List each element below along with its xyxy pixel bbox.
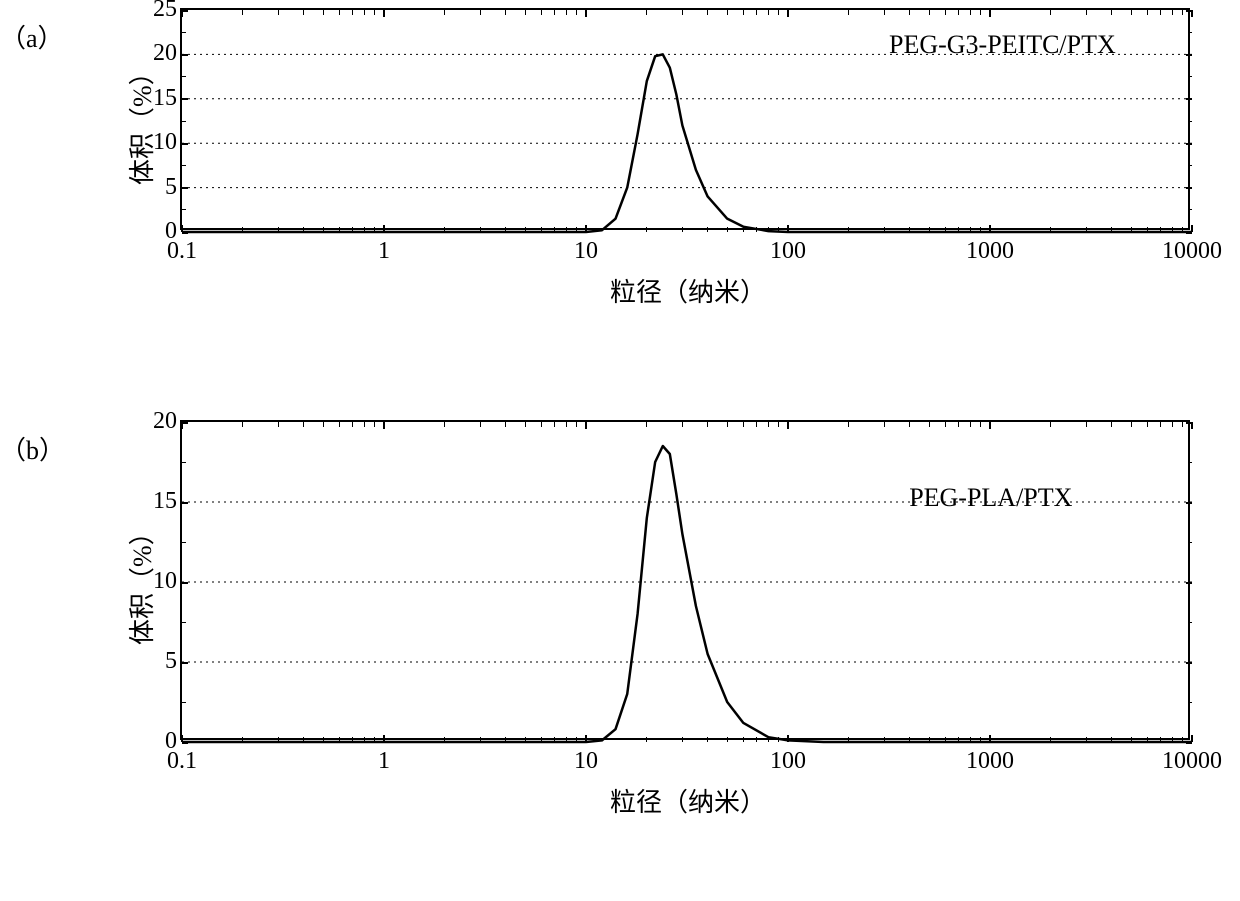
xtick-label: 1 <box>344 238 424 265</box>
ytick-label: 20 <box>137 408 177 435</box>
panel-b-plot-area: 051015200.1110100100010000PEG-PLA/PTX <box>180 420 1190 740</box>
panel-b-xlabel: 粒径（纳米） <box>610 782 766 819</box>
xtick-label: 10 <box>546 238 626 265</box>
panel-a-label: （a） <box>0 18 64 55</box>
xtick-label: 1000 <box>950 748 1030 775</box>
xtick-label: 0.1 <box>142 748 222 775</box>
xtick-label: 1 <box>344 748 424 775</box>
xtick-label: 100 <box>748 238 828 265</box>
legend-text: PEG-G3-PEITC/PTX <box>889 30 1116 60</box>
xtick-label: 10000 <box>1152 238 1232 265</box>
panel-a-xlabel: 粒径（纳米） <box>610 272 766 309</box>
panel-a-plot-area: 05101520250.1110100100010000PEG-G3-PEITC… <box>180 8 1190 230</box>
panel-b-label: （b） <box>0 430 65 467</box>
xtick-label: 10 <box>546 748 626 775</box>
distribution-curve <box>182 422 1192 742</box>
ytick-label: 25 <box>137 0 177 23</box>
ytick-label: 15 <box>137 488 177 515</box>
xtick-label: 10000 <box>1152 748 1232 775</box>
xtick-label: 1000 <box>950 238 1030 265</box>
panel-b-ylabel: 体积（%） <box>122 519 159 645</box>
panel-a-ylabel: 体积（%） <box>122 59 159 185</box>
xtick-label: 0.1 <box>142 238 222 265</box>
legend-text: PEG-PLA/PTX <box>909 483 1072 513</box>
ytick-label: 5 <box>137 648 177 675</box>
xtick-label: 100 <box>748 748 828 775</box>
